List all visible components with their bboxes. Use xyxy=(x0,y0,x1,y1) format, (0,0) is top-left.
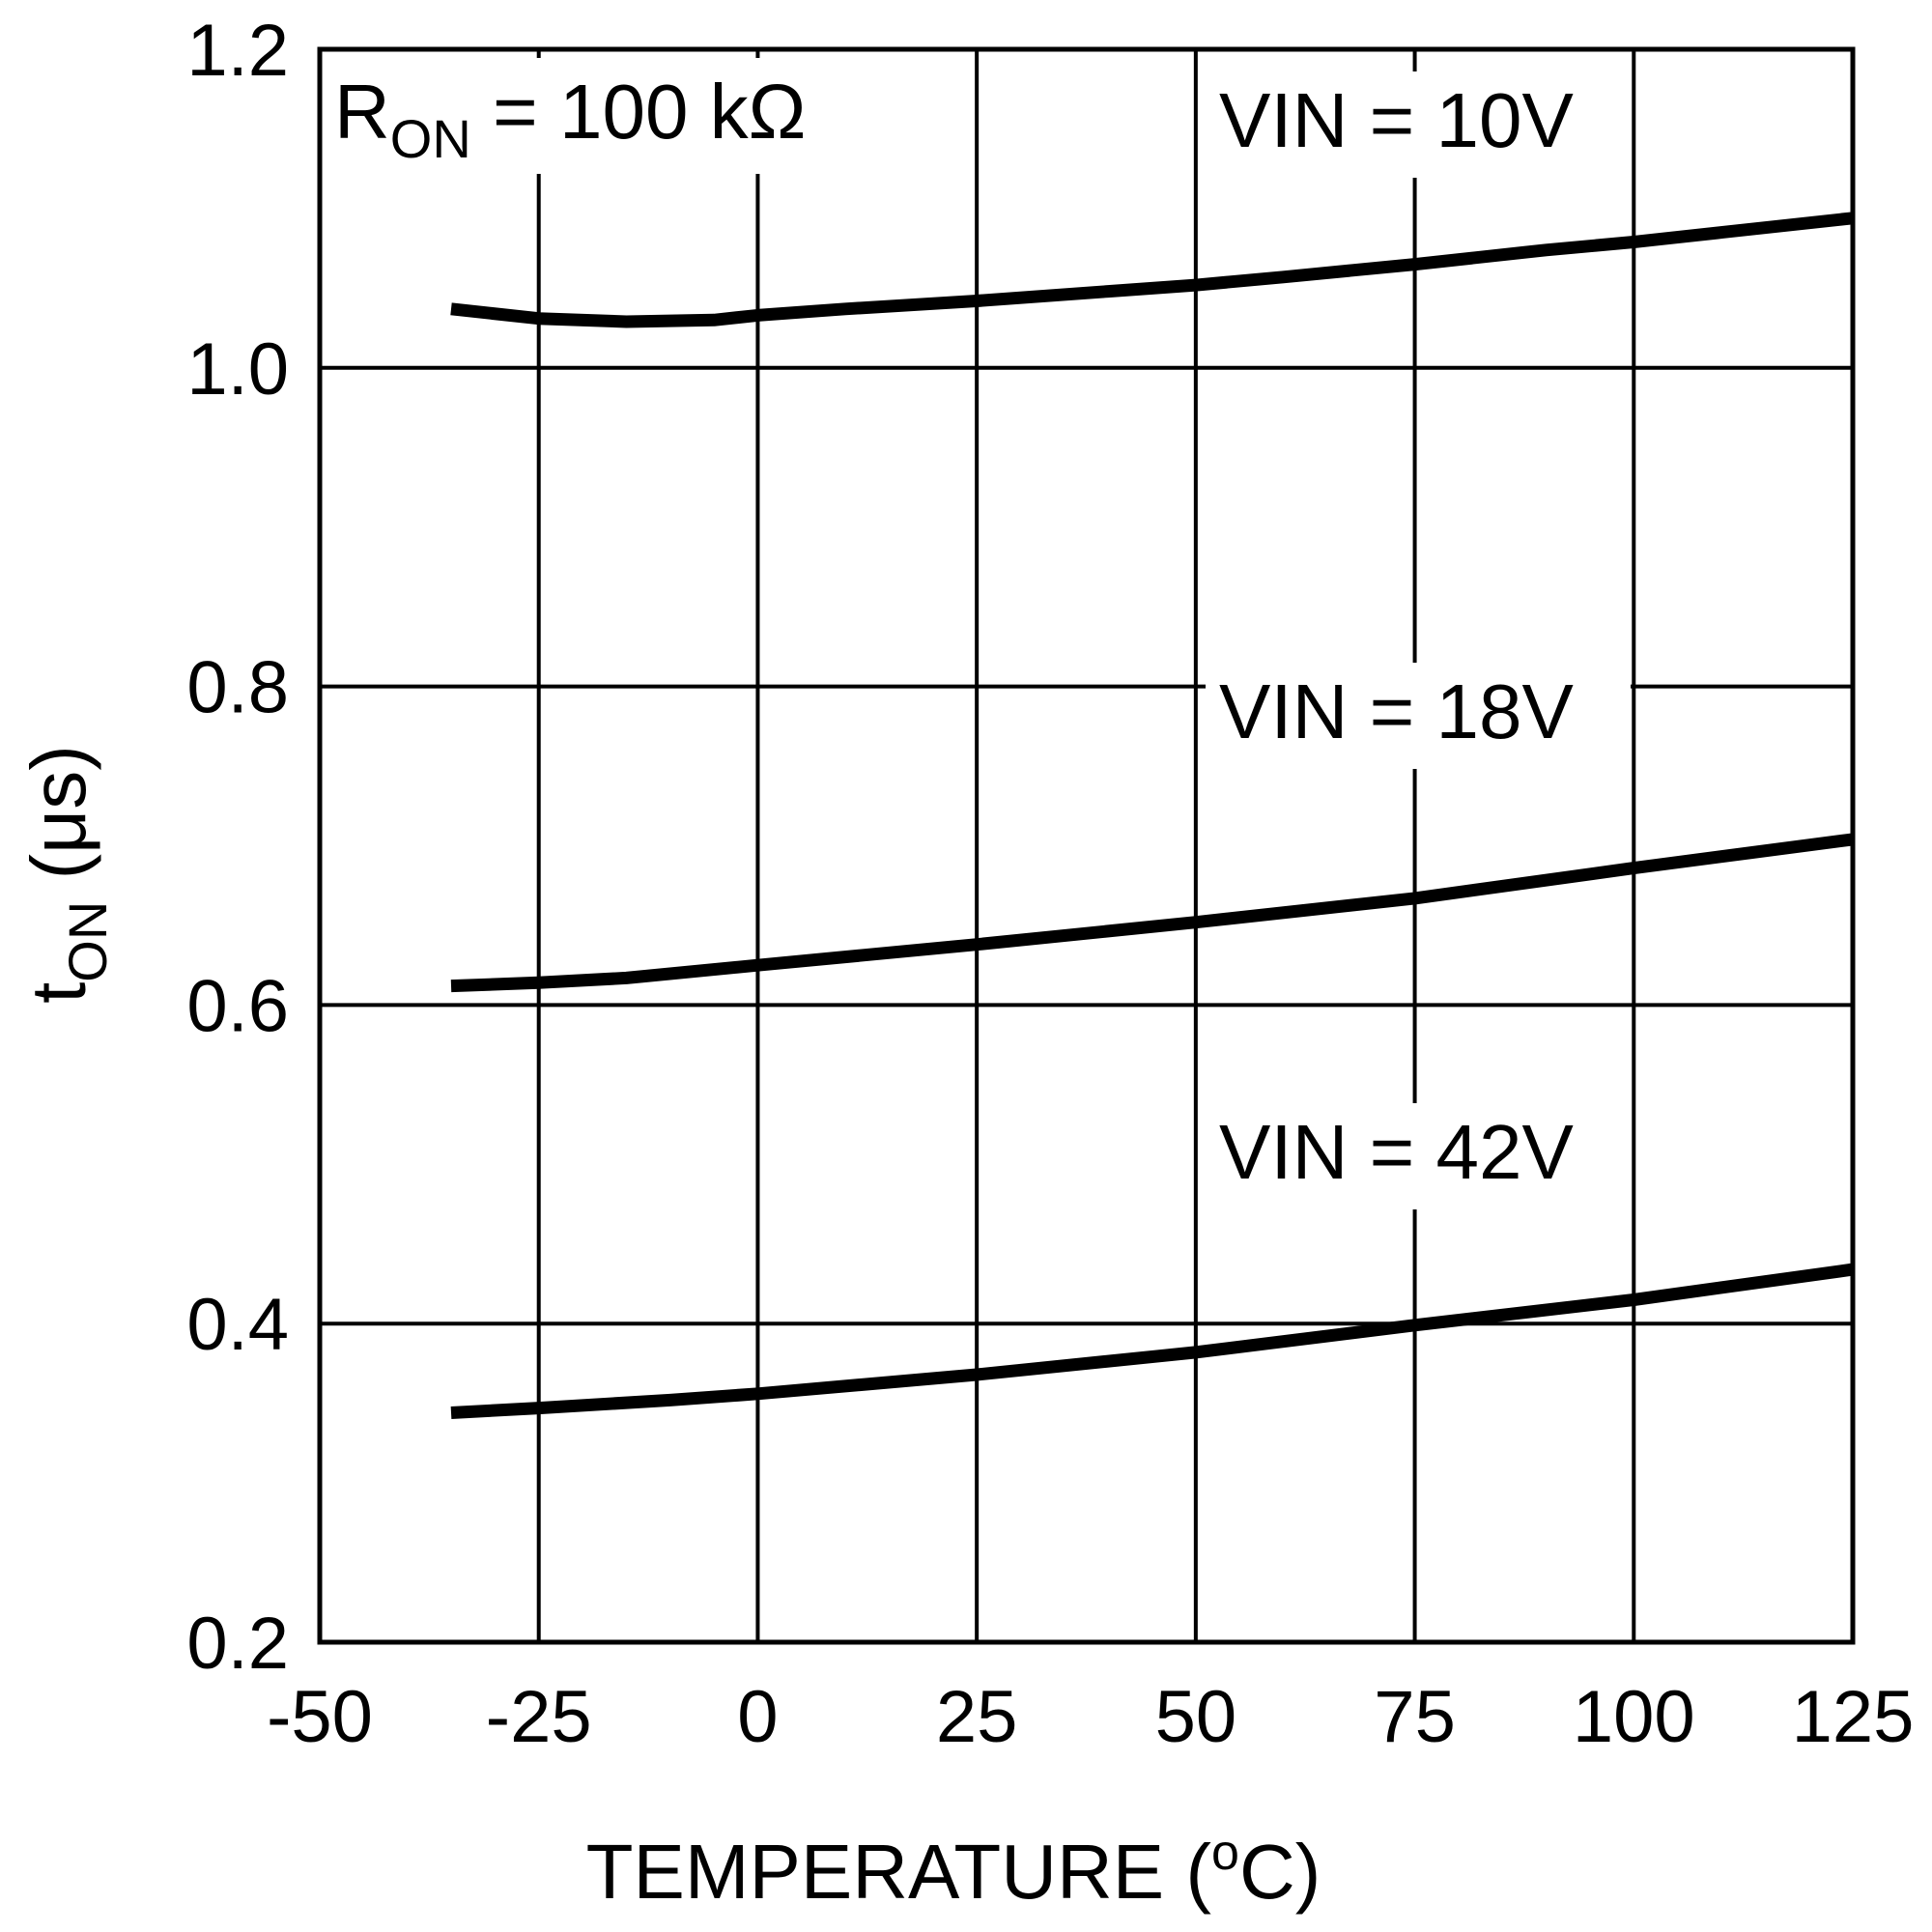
x-tick-label: 75 xyxy=(1374,1676,1456,1758)
series-labels: VIN = 10V VIN = 18V VIN = 42V xyxy=(1206,71,1631,1209)
y-tick-label: 1.2 xyxy=(186,10,289,92)
y-tick-labels: 0.2 0.4 0.6 0.8 1.0 1.2 xyxy=(186,10,289,1685)
y-tick-label: 0.6 xyxy=(186,965,289,1047)
series-label: VIN = 18V xyxy=(1219,668,1575,754)
x-tick-label: 25 xyxy=(936,1676,1018,1758)
x-tick-labels: -50 -25 0 25 50 75 100 125 xyxy=(267,1676,1914,1758)
y-tick-label: 1.0 xyxy=(186,328,289,411)
x-tick-label: -50 xyxy=(267,1676,373,1758)
series-line xyxy=(450,833,1854,993)
annotation-background xyxy=(325,58,885,174)
series-label-background xyxy=(1206,71,1631,178)
x-tick-label: 100 xyxy=(1573,1676,1695,1758)
x-axis-title: TEMPERATURE (oC) xyxy=(586,1825,1321,1915)
y-axis-title: tON (μs) xyxy=(15,745,118,1004)
series-label-background xyxy=(1206,1103,1631,1209)
y-tick-label: 0.4 xyxy=(186,1284,289,1366)
y-tick-label: 0.8 xyxy=(186,647,289,729)
series-label-background xyxy=(1206,663,1631,769)
x-tick-label: 125 xyxy=(1792,1676,1915,1758)
x-tick-label: -25 xyxy=(486,1676,592,1758)
series-line xyxy=(450,1263,1854,1419)
y-tick-label: 0.2 xyxy=(186,1603,289,1685)
series-layer xyxy=(450,212,1854,1419)
annotation-ron: RON = 100 kΩ xyxy=(334,69,806,169)
series-line xyxy=(450,212,1854,328)
plot-frame xyxy=(317,46,1856,1645)
series-label: VIN = 10V xyxy=(1219,77,1575,163)
x-tick-label: 50 xyxy=(1155,1676,1237,1758)
x-tick-label: 0 xyxy=(737,1676,778,1758)
series-label: VIN = 42V xyxy=(1219,1109,1575,1195)
